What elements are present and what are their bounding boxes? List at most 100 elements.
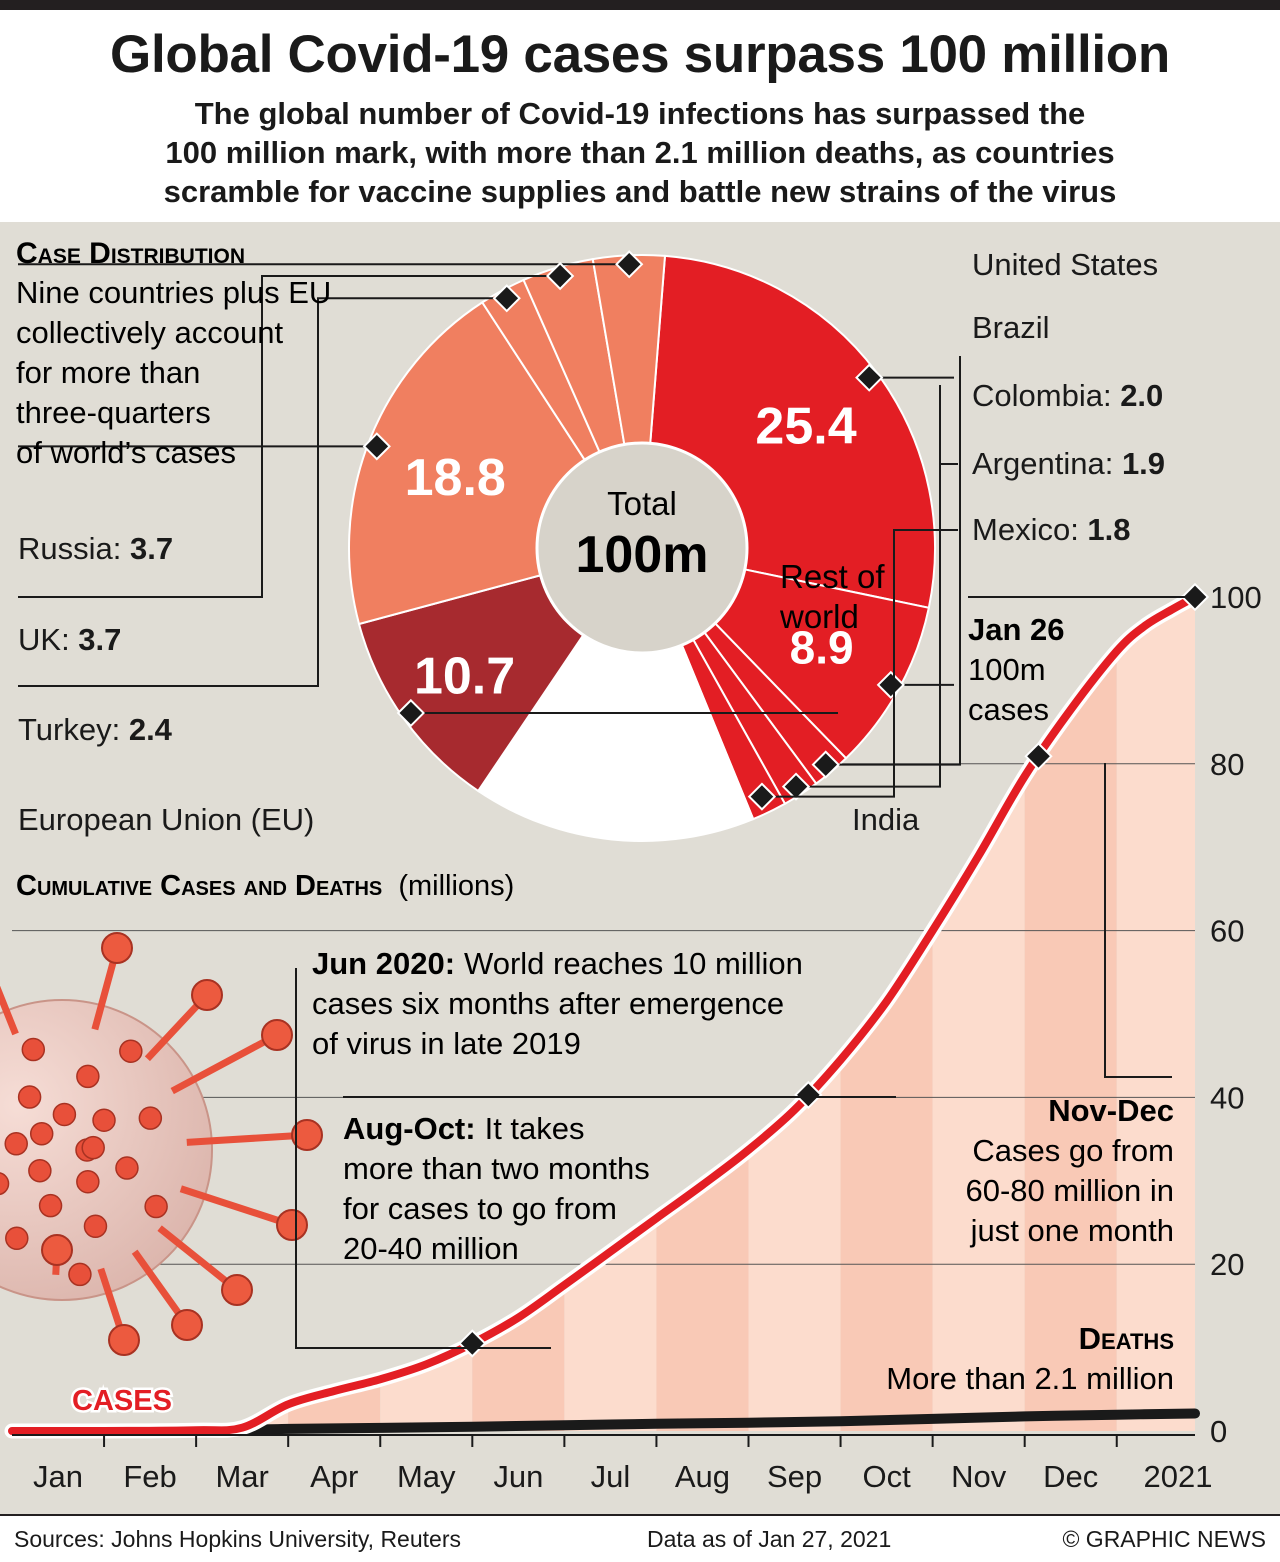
leader-line	[18, 275, 561, 598]
nov-line: Cases go from	[972, 1133, 1174, 1168]
y-tick-label: 40	[1210, 1080, 1244, 1115]
slice-label-value: 1.8	[1087, 512, 1130, 547]
series-layer	[4, 589, 1203, 1439]
leader-line	[825, 356, 961, 766]
cumulative-heading-units: (millions)	[398, 870, 514, 902]
virus-illustration	[0, 932, 323, 1356]
slice-label: Mexico: 1.8	[972, 512, 1131, 547]
donut-total-value: 100m	[576, 526, 709, 584]
virus-protein	[115, 1156, 139, 1180]
footer-sources: Sources: Johns Hopkins University, Reute…	[14, 1526, 461, 1552]
slice-label-value: 3.7	[78, 622, 121, 657]
virus-protein	[21, 1037, 46, 1062]
virus-protein	[38, 1193, 63, 1218]
slice-label-name: Colombia:	[972, 378, 1120, 413]
y-tick-label: 80	[1210, 747, 1244, 782]
deaths-text: More than 2.1 million	[886, 1361, 1174, 1396]
distribution-line: collectively account	[16, 315, 283, 350]
slice-label-value: 3.7	[130, 531, 173, 566]
donut-chart	[348, 254, 936, 842]
virus-spike	[157, 1225, 240, 1293]
virus-protein	[92, 1108, 116, 1132]
slice-marker	[876, 670, 905, 700]
cases-series-line	[8, 593, 1199, 1436]
virus-protein	[68, 1262, 92, 1287]
slice-label-name: European Union (EU)	[18, 802, 314, 837]
slice-label: Colombia: 2.0	[972, 378, 1163, 413]
deaths-series-line	[7, 1408, 1200, 1437]
annotation-aug-oct: Aug-Oct: It takes more than two months fo…	[343, 1111, 650, 1266]
slice-label: Turkey: 2.4	[18, 712, 173, 747]
infographic-canvas: 0 20 40 60 80 100 Jan Feb Mar Apr May Jun Jul Aug Sep O…	[0, 237, 1262, 1494]
slice-label-value: 2.4	[129, 712, 173, 747]
donut-total-label: Total	[607, 485, 677, 522]
page-title: Global Covid-19 cases surpass 100 millio…	[110, 25, 1170, 84]
annotation-leaders	[295, 596, 1193, 1349]
jun-bold: Jun 2020:	[312, 946, 455, 981]
slice-label-name: United States	[972, 247, 1158, 282]
x-tick-label: May	[397, 1459, 456, 1494]
annotation-jan-26: Jan 26 100m cases	[968, 612, 1065, 727]
jan-line: cases	[968, 692, 1049, 727]
virus-protein	[29, 1121, 54, 1146]
nov-line: just one month	[970, 1213, 1174, 1248]
aug-line: It takes	[485, 1111, 585, 1146]
subtitle-line: scramble for vaccine supplies and battle…	[163, 174, 1117, 209]
slice-label: European Union (EU)	[18, 802, 314, 837]
area-band	[1116, 597, 1195, 1431]
x-tick-label: Feb	[123, 1459, 176, 1494]
slice-marker	[747, 782, 777, 811]
distribution-line: of world’s cases	[16, 435, 236, 470]
slice-value: 8.9	[790, 621, 854, 673]
slice-label: Argentina: 1.9	[972, 446, 1165, 481]
x-tick-label: Jul	[591, 1459, 631, 1494]
aug-line: 20-40 million	[343, 1231, 519, 1266]
slice-marker	[396, 698, 425, 728]
cumulative-heading: Cumulative Cases and Deaths (millions)	[16, 870, 514, 902]
distribution-line: Nine countries plus EU	[16, 275, 331, 310]
x-tick-label: Aug	[675, 1459, 730, 1494]
annotation-jun: Jun 2020: World reaches 10 million cases …	[312, 946, 803, 1061]
annotation-nov-dec: Nov-Dec Cases go from 60-80 million in j…	[966, 1093, 1175, 1248]
jun-leader-line	[295, 968, 551, 1349]
slice-label-name: Brazil	[972, 310, 1050, 345]
slice-label-name: India	[852, 802, 920, 837]
virus-protein	[138, 1106, 163, 1130]
virus-spike	[0, 985, 19, 1036]
jan-line: 100m	[968, 652, 1046, 687]
slice-value: 25.4	[755, 398, 856, 456]
x-tick-label: Mar	[215, 1459, 268, 1494]
deaths-heading: Deaths	[1079, 1321, 1174, 1356]
x-tick-label: Dec	[1043, 1459, 1098, 1494]
jun-line: World reaches 10 million	[464, 946, 803, 981]
nov-bold: Nov-Dec	[1048, 1093, 1174, 1128]
virus-protein	[5, 1226, 29, 1251]
virus-spike	[186, 1131, 308, 1146]
virus-protein	[28, 1158, 52, 1183]
slice-label: Brazil	[972, 310, 1050, 345]
virus-spike-head	[276, 1209, 308, 1241]
footer: Sources: Johns Hopkins University, Reute…	[0, 1514, 1280, 1562]
slice-label-name: UK:	[18, 622, 78, 657]
x-tick-label: Oct	[862, 1459, 911, 1494]
nov-leader-line	[1104, 763, 1172, 1078]
slice-label-value: 1.9	[1122, 446, 1165, 481]
aug-line: more than two months	[343, 1151, 650, 1186]
slice-label: Russia: 3.7	[18, 531, 173, 566]
y-tick-label: 0	[1210, 1414, 1227, 1449]
y-tick-label: 60	[1210, 914, 1244, 949]
virus-protein	[76, 1169, 100, 1194]
footer-data-date: Data as of Jan 27, 2021	[647, 1526, 892, 1552]
virus-body	[0, 999, 213, 1301]
highlight-marker	[1180, 582, 1210, 612]
slice-marker	[781, 772, 811, 801]
jun-line: of virus in late 2019	[312, 1026, 581, 1061]
slice-label-name: Turkey:	[18, 712, 129, 747]
subtitle: The global number of Covid-19 infections…	[40, 94, 1240, 211]
aug-bold: Aug-Oct:	[343, 1111, 476, 1146]
highlight-markers	[458, 582, 1210, 1358]
virus-spike-head	[101, 932, 133, 964]
virus-protein	[76, 1064, 100, 1089]
x-tick-label: Nov	[951, 1459, 1007, 1494]
top-rule	[0, 0, 1280, 10]
